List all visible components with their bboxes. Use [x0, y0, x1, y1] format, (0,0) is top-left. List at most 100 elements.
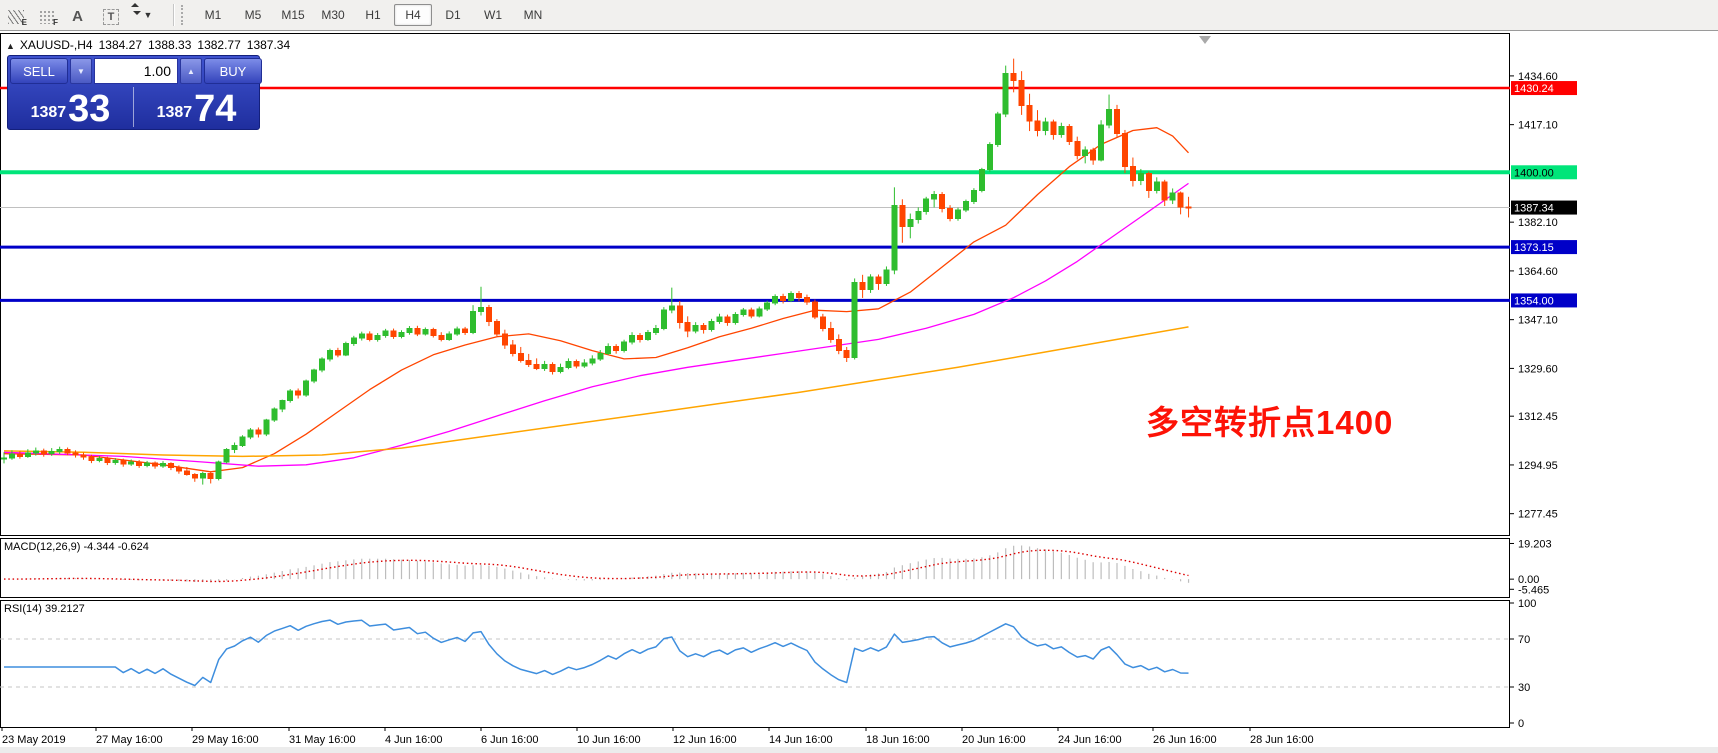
candlestick: [231, 444, 238, 450]
axis-label: 12 Jun 16:00: [673, 734, 737, 746]
candlestick: [56, 448, 63, 452]
candlestick: [374, 334, 381, 340]
candlestick: [446, 333, 453, 340]
timeframe-button-w1[interactable]: W1: [484, 8, 502, 22]
candlestick: [175, 467, 182, 472]
candlestick: [851, 281, 858, 359]
price-divider: [133, 87, 134, 127]
candlestick: [509, 344, 516, 354]
chevron-down-icon: ▼: [143, 9, 153, 20]
candlestick: [1098, 124, 1105, 161]
axis-label: 28 Jun 16:00: [1250, 734, 1314, 746]
candlestick: [247, 429, 254, 438]
candlestick: [1114, 109, 1120, 134]
sell-price-panel[interactable]: 1387 33: [8, 85, 133, 129]
axis-label: 4 Jun 16:00: [385, 734, 443, 746]
candlestick: [668, 305, 675, 311]
candlestick: [970, 189, 977, 203]
chart-shift-marker-icon: [1199, 36, 1211, 44]
buy-price-panel[interactable]: 1387 74: [134, 85, 259, 129]
candlestick: [1090, 149, 1097, 161]
timeframe-button-h4[interactable]: H4: [394, 4, 432, 26]
axis-label: -5.465: [1518, 584, 1549, 596]
candlestick: [748, 309, 755, 317]
volume-decrease-button[interactable]: ▼: [70, 58, 92, 84]
candlestick: [334, 350, 341, 356]
slow-ma-line: [3, 326, 1189, 458]
price-badge: [1511, 240, 1577, 255]
candlestick: [867, 276, 874, 290]
price-badge: [1511, 165, 1577, 180]
candlestick: [470, 311, 477, 333]
dot-grid-f-tool-button[interactable]: F: [32, 2, 61, 29]
timeframe-button-m1[interactable]: M1: [204, 8, 222, 22]
one-click-collapse-icon[interactable]: ▲: [6, 41, 15, 51]
candlestick: [923, 198, 930, 212]
axis-label: 27 May 16:00: [96, 734, 163, 746]
timeframe-button-h1[interactable]: H1: [365, 8, 381, 22]
candlestick: [517, 352, 524, 361]
candlestick: [295, 390, 302, 396]
timeframe-button-m30[interactable]: M30: [321, 8, 345, 22]
text-label-icon: T: [102, 8, 120, 25]
candlestick: [1082, 149, 1089, 157]
axis-label: 1430.24: [1514, 83, 1554, 95]
text-tool-button[interactable]: A: [63, 2, 92, 29]
hatch-pattern-e-tool-button[interactable]: E: [1, 2, 30, 29]
candlestick: [700, 325, 707, 331]
candlestick: [811, 301, 818, 318]
toolbar-grip-handle[interactable]: [181, 5, 187, 25]
text-tool-icon: A: [72, 7, 83, 25]
arrow-tools-button[interactable]: ▼: [130, 2, 168, 29]
axis-label: 30: [1518, 682, 1530, 694]
timeframe-button-m15[interactable]: M15: [281, 8, 305, 22]
candlestick: [931, 194, 938, 200]
candlestick: [955, 209, 961, 219]
candlestick: [629, 334, 636, 343]
tool-letter: F: [53, 17, 58, 27]
timeframe-button-mn[interactable]: MN: [523, 8, 543, 22]
candlestick: [637, 334, 643, 340]
candlestick: [1145, 173, 1152, 191]
timeframe-button-m5[interactable]: M5: [244, 8, 262, 22]
candlestick: [1026, 104, 1033, 122]
candlestick: [167, 463, 174, 469]
candlestick: [32, 450, 39, 454]
candlestick: [1034, 120, 1041, 132]
candlestick: [978, 169, 985, 191]
symbol-period-label: XAUUSD-,H4: [19, 38, 93, 52]
candlestick: [644, 331, 651, 340]
candlestick: [191, 474, 198, 479]
candlestick: [271, 408, 278, 421]
candlestick: [239, 436, 246, 446]
candlestick: [573, 361, 580, 367]
sell-price-small: 1387: [30, 104, 67, 121]
candlestick: [8, 453, 15, 459]
fast-ma-line: [3, 127, 1189, 473]
text-label-tool-button[interactable]: T: [94, 2, 128, 29]
buy-button[interactable]: BUY: [204, 58, 262, 84]
volume-increase-button[interactable]: ▲: [180, 58, 202, 84]
candlestick: [287, 390, 294, 402]
axis-label: 29 May 16:00: [192, 734, 259, 746]
candlestick: [827, 327, 834, 340]
price-badge: [1511, 293, 1577, 308]
candlestick: [1161, 181, 1168, 201]
window-bottom-strip: [0, 747, 1718, 753]
candlestick: [581, 362, 588, 367]
price-chart-canvas: 1430.24 1400.00 1373.15 1354.00 1434.60 1417.…: [0, 32, 1718, 753]
ohlc-close: 1387.34: [246, 38, 291, 52]
candlestick: [597, 352, 604, 360]
candlestick: [160, 463, 166, 467]
candlestick: [40, 450, 47, 455]
candlestick: [438, 334, 445, 340]
timeframe-button-d1[interactable]: D1: [445, 8, 461, 22]
axis-label: 70: [1518, 634, 1530, 646]
candlestick: [319, 358, 325, 371]
candlestick: [716, 316, 723, 322]
candlestick: [692, 325, 699, 332]
sell-button[interactable]: SELL: [10, 58, 68, 84]
candlestick: [1002, 72, 1009, 115]
candlestick: [207, 473, 214, 480]
volume-input[interactable]: [94, 58, 178, 84]
